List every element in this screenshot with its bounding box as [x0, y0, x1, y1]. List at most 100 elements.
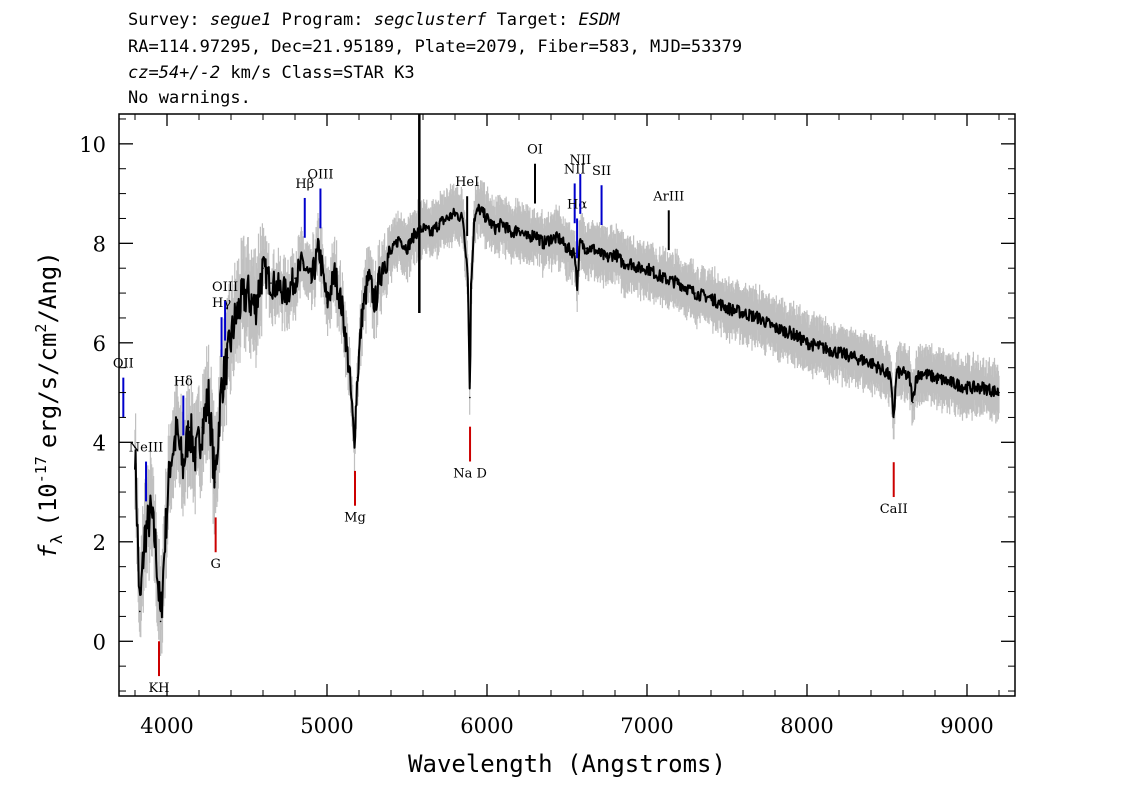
- flux-point: [169, 461, 171, 464]
- flux-point: [614, 252, 616, 255]
- flux-point: [310, 282, 312, 284]
- x-tick-label: 4000: [140, 714, 193, 738]
- emission-line-label: OIII: [307, 168, 333, 183]
- flux-point: [446, 217, 448, 220]
- flux-point: [646, 267, 648, 270]
- flux-point: [348, 371, 351, 374]
- flux-point: [414, 232, 416, 235]
- flux-point: [934, 376, 936, 379]
- flux-point: [790, 332, 792, 334]
- flux-point: [139, 610, 141, 613]
- flux-point: [262, 267, 264, 270]
- flux-point: [742, 312, 744, 314]
- emission-line-label: Hβ: [295, 177, 314, 192]
- y-axis-f: f: [34, 544, 62, 559]
- flux-point: [175, 431, 178, 434]
- flux-point: [486, 217, 488, 220]
- flux-point: [885, 371, 888, 374]
- flux-point: [892, 416, 895, 419]
- flux-point: [473, 217, 476, 220]
- flux-point: [591, 247, 594, 250]
- absorption-line-label: CaII: [880, 502, 908, 517]
- emission-line-label: OI: [527, 143, 543, 158]
- flux-point: [233, 322, 235, 324]
- emission-line-label: NII: [564, 162, 586, 177]
- flux-point: [382, 262, 384, 265]
- flux-point: [201, 426, 203, 429]
- flux-point: [566, 247, 568, 250]
- flux-point: [806, 342, 808, 344]
- flux-point: [966, 386, 968, 389]
- flux-point: [678, 282, 680, 284]
- flux-point: [214, 481, 216, 483]
- flux-point: [143, 536, 146, 538]
- y-axis-open: (10: [34, 483, 62, 526]
- y-axis-title: fλ (10-17 erg/s/cm2/Ang): [32, 251, 66, 558]
- flux-point: [895, 371, 898, 374]
- flux-point: [598, 252, 600, 255]
- flux-point: [356, 376, 359, 379]
- emission-line-label: HeI: [455, 175, 479, 190]
- x-tick-label: 7000: [620, 714, 673, 738]
- flux-point: [430, 232, 432, 235]
- flux-point: [227, 356, 229, 359]
- flux-point: [710, 297, 712, 299]
- flux-point: [470, 287, 472, 289]
- header-line-3: cz=54+/-2 km/s Class=STAR K3: [128, 63, 415, 83]
- flux-point: [694, 292, 696, 294]
- flux-point: [422, 227, 424, 230]
- flux-point: [361, 312, 364, 314]
- cz-rest: km/s Class=STAR K3: [230, 63, 415, 83]
- flux-point: [494, 227, 496, 230]
- flux-point: [606, 257, 608, 260]
- flux-point: [542, 242, 544, 245]
- flux-point: [438, 222, 440, 225]
- flux-point: [478, 207, 480, 210]
- flux-point: [278, 287, 280, 289]
- flux-point: [207, 396, 210, 399]
- axis-ticks: 4000 5000 6000 7000 8000 9000 0 2 4 6 8 10: [79, 114, 1015, 738]
- x-tick-label: 6000: [460, 714, 513, 738]
- emission-line-label: OIII: [212, 280, 238, 295]
- flux-point: [502, 222, 504, 225]
- emission-line-label: NII: [569, 153, 591, 168]
- absorption-line-label: Na D: [453, 466, 487, 481]
- y-tick-label: 4: [93, 431, 106, 455]
- y-tick-label: 0: [93, 630, 106, 654]
- flux-line: [134, 203, 1000, 619]
- flux-point: [342, 312, 344, 314]
- target-value: ESDM: [578, 10, 620, 30]
- x-axis-title: Wavelength (Angstroms): [408, 750, 726, 778]
- y-axis-close: /Ang): [34, 251, 62, 323]
- flux-point: [870, 361, 872, 364]
- absorption-line-label: Mg: [344, 511, 366, 526]
- emission-line-label: Hδ: [174, 375, 193, 390]
- flux-point: [902, 371, 904, 374]
- flux-point: [182, 466, 184, 469]
- flux-point: [318, 247, 320, 250]
- flux-point: [462, 217, 464, 220]
- x-tick-label: 8000: [780, 714, 833, 738]
- flux-point: [159, 620, 162, 623]
- flux-point: [220, 386, 223, 389]
- flux-point: [467, 272, 469, 275]
- emission-line-label: NeIII: [129, 441, 163, 456]
- flux-point: [550, 237, 552, 240]
- flux-point: [406, 247, 408, 250]
- flux-point: [134, 446, 136, 449]
- flux-point: [367, 277, 370, 280]
- flux-point: [998, 391, 1000, 394]
- flux-point: [915, 376, 917, 379]
- emission-line-label: ArIII: [652, 189, 684, 204]
- flux-point: [454, 212, 456, 215]
- flux-point: [270, 282, 272, 284]
- emission-line-label: OII: [113, 357, 134, 372]
- flux-point: [286, 292, 288, 294]
- flux-point: [638, 267, 640, 270]
- header-line-2: RA=114.97295, Dec=21.95189, Plate=2079, …: [128, 37, 743, 57]
- flux-point: [526, 237, 528, 240]
- flux-point: [390, 252, 392, 255]
- flux-point: [579, 242, 581, 245]
- flux-point: [195, 456, 197, 459]
